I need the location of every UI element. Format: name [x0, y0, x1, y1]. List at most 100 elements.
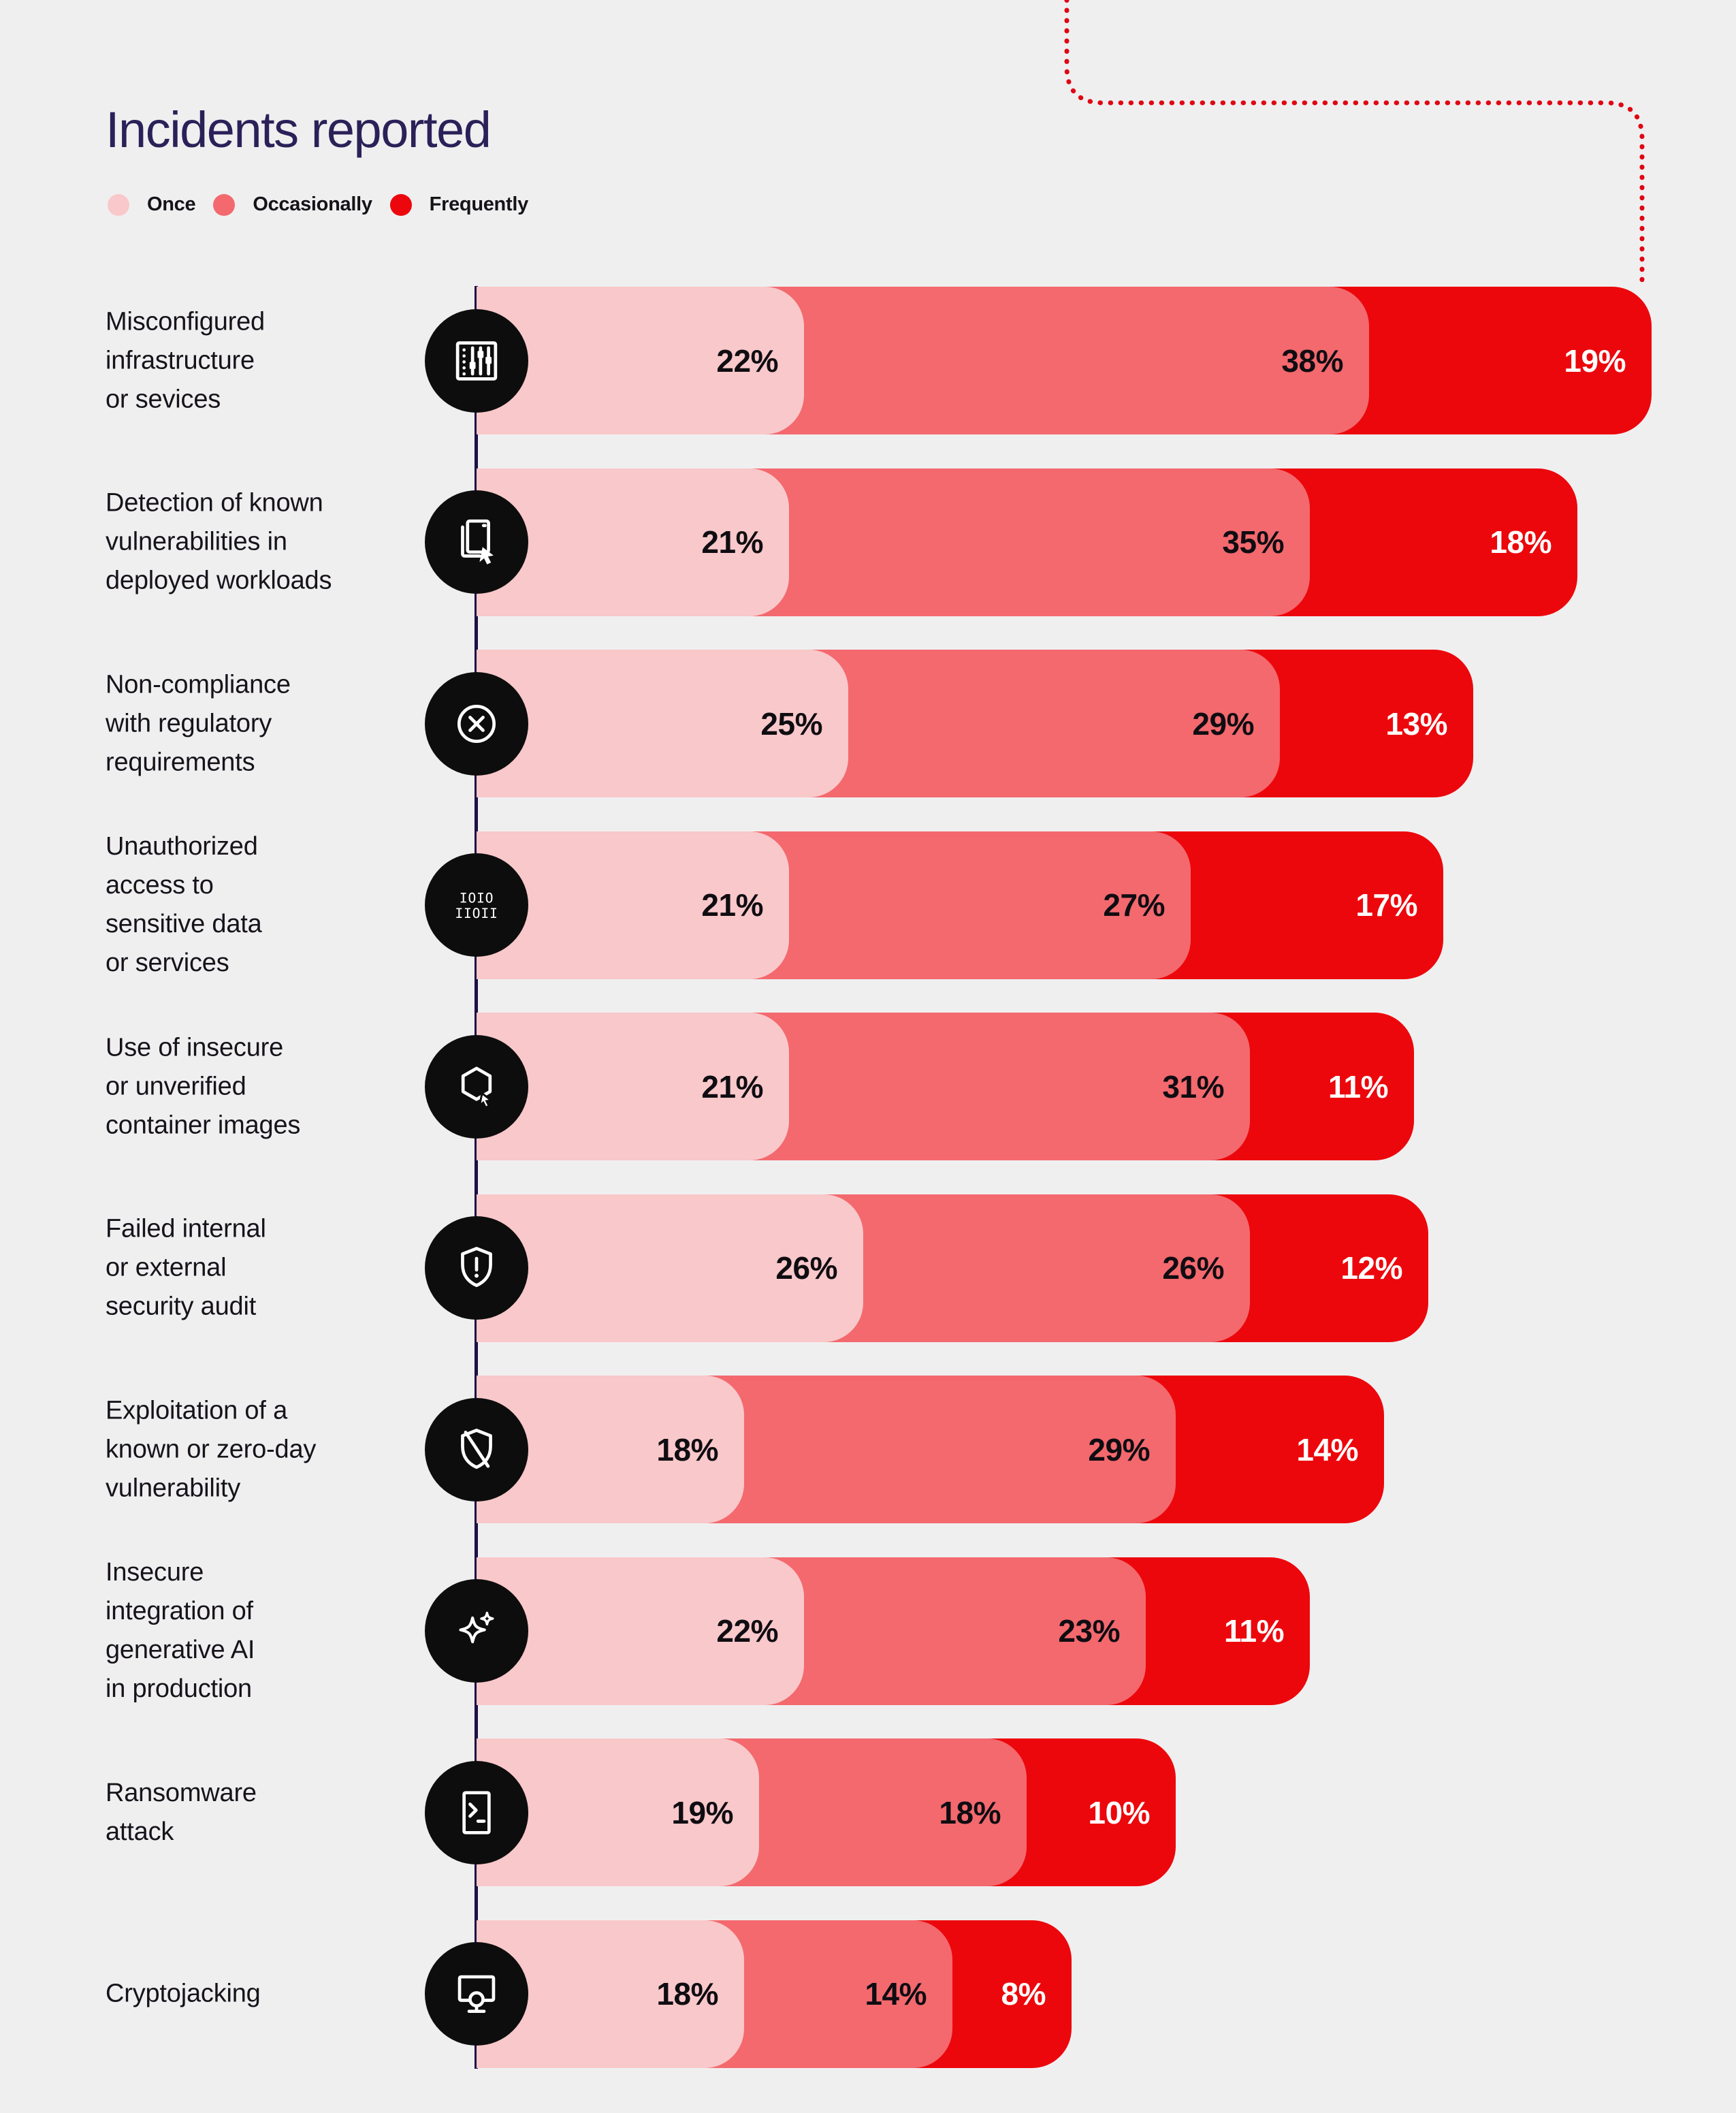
row-label: Ransomware attack	[106, 1774, 257, 1852]
chart-row: Ransomware attack 10% 18% 19%	[0, 1738, 1736, 1886]
row-label-line: Unauthorized	[106, 832, 258, 861]
sliders-icon	[425, 308, 528, 413]
row-label-line: access to	[106, 871, 214, 900]
legend-swatch-frequently	[389, 193, 412, 216]
chart-row: Use of insecure or unverified container im…	[0, 1013, 1736, 1160]
row-label-line: container images	[106, 1111, 301, 1139]
segment-value-label: 18%	[656, 1976, 718, 2012]
row-label-line: or unverified	[106, 1072, 246, 1100]
page-title: Incidents reported	[106, 101, 492, 158]
row-label-line: Non-compliance	[106, 670, 291, 699]
segment-value-label: 38%	[1281, 343, 1343, 379]
row-label: Failed internal or external security audit	[106, 1210, 266, 1326]
row-label-line: Insecure	[106, 1558, 204, 1587]
chart-row: Unauthorized access to sensitive data or se…	[0, 831, 1736, 979]
row-label-line: infrastructure	[106, 346, 255, 375]
segment-value-label: 14%	[865, 1976, 927, 2012]
segment-value-label: 29%	[1088, 1431, 1150, 1467]
row-label-line: or external	[106, 1253, 227, 1282]
row-label-line: Use of insecure	[106, 1033, 284, 1062]
bar-segment-once: 21%	[477, 1013, 789, 1160]
shield-slash-icon	[425, 1397, 528, 1502]
axis-line	[475, 286, 478, 2069]
legend-item-occasionally: Occasionally	[213, 193, 372, 216]
row-label-line: Exploitation of a	[106, 1396, 287, 1425]
row-label-line: with regulatory	[106, 709, 272, 737]
segment-value-label: 18%	[1490, 524, 1552, 560]
segment-value-label: 14%	[1296, 1431, 1358, 1467]
row-label-line: integration of	[106, 1597, 253, 1625]
sparkles-icon	[425, 1579, 528, 1683]
bar-segment-once: 22%	[477, 1557, 804, 1705]
bar-segment-once: 21%	[477, 468, 789, 616]
row-label-line: deployed workloads	[106, 566, 332, 595]
row-label-line: sensitive data	[106, 910, 262, 938]
chart-row: Failed internal or external security audit…	[0, 1194, 1736, 1342]
row-label-line: Ransomware	[106, 1778, 257, 1807]
row-label: Unauthorized access to sensitive data or se…	[106, 827, 262, 983]
segment-value-label: 19%	[671, 1794, 733, 1830]
segment-value-label: 18%	[656, 1431, 718, 1467]
segment-value-label: 11%	[1223, 1613, 1285, 1649]
segment-value-label: 29%	[1192, 705, 1254, 742]
row-label-line: Failed internal	[106, 1214, 266, 1243]
svg-text:IOIO: IOIO	[460, 890, 494, 906]
legend: Once Occasionally Frequently	[108, 193, 528, 216]
chart-row: Insecure integration of generative AI in pr…	[0, 1557, 1736, 1705]
segment-value-label: 13%	[1385, 705, 1447, 742]
row-label-line: vulnerability	[106, 1474, 241, 1502]
binary-code-icon: IOIO IIOII	[425, 853, 528, 957]
container-hexagon-icon	[425, 1034, 528, 1139]
row-label-line: Cryptojacking	[106, 1979, 261, 2008]
row-label-line: in production	[106, 1674, 252, 1703]
bar-segment-once: 22%	[477, 287, 804, 434]
row-label-line: attack	[106, 1817, 174, 1846]
legend-item-frequently: Frequently	[389, 193, 529, 216]
segment-value-label: 17%	[1355, 887, 1417, 923]
segment-value-label: 21%	[701, 524, 763, 560]
row-label-line: Detection of known	[106, 488, 323, 518]
segment-value-label: 22%	[716, 1613, 778, 1649]
segment-value-label: 22%	[716, 343, 778, 379]
bar-segment-once: 21%	[477, 831, 789, 979]
monitor-coin-icon	[425, 1942, 528, 2046]
segment-value-label: 27%	[1103, 887, 1165, 923]
segment-value-label: 12%	[1340, 1250, 1402, 1286]
row-label: Non-compliance with regulatory requirement…	[106, 665, 291, 782]
row-label: Detection of known vulnerabilities in depl…	[106, 484, 332, 601]
layered-documents-icon	[425, 490, 528, 594]
segment-value-label: 11%	[1328, 1068, 1389, 1105]
segment-value-label: 21%	[701, 887, 763, 923]
bar-segment-once: 26%	[477, 1194, 863, 1342]
segment-value-label: 10%	[1088, 1794, 1150, 1830]
row-label-line: vulnerabilities in	[106, 527, 287, 556]
row-label-line: generative AI	[106, 1636, 255, 1664]
segment-value-label: 31%	[1162, 1068, 1224, 1105]
legend-swatch-occasionally	[213, 193, 236, 216]
row-label: Cryptojacking	[106, 1975, 261, 2014]
segment-value-label: 26%	[1162, 1250, 1224, 1286]
terminal-icon	[425, 1760, 528, 1864]
row-label-line: or services	[106, 949, 229, 977]
row-label: Misconfigured infrastructure or sevices	[106, 302, 265, 419]
row-label: Insecure integration of generative AI in pr…	[106, 1553, 255, 1709]
legend-item-once: Once	[108, 193, 196, 216]
row-label-line: or sevices	[106, 385, 221, 413]
legend-label: Occasionally	[253, 193, 372, 215]
shield-alert-icon	[425, 1216, 528, 1320]
chart-row: Non-compliance with regulatory requirement…	[0, 650, 1736, 797]
row-label-line: security audit	[106, 1292, 257, 1321]
x-circle-icon	[425, 671, 528, 776]
legend-label: Frequently	[429, 193, 529, 215]
bar-segment-once: 25%	[477, 650, 848, 797]
row-label-line: Misconfigured	[106, 307, 265, 336]
segment-value-label: 35%	[1222, 524, 1284, 560]
legend-swatch-once	[108, 193, 129, 216]
segment-value-label: 21%	[701, 1068, 763, 1105]
row-label-line: known or zero-day	[106, 1435, 317, 1463]
chart-row: Exploitation of a known or zero-day vulner…	[0, 1376, 1736, 1523]
segment-value-label: 25%	[760, 705, 822, 742]
chart-row: Cryptojacking 8% 14% 18%	[0, 1920, 1736, 2068]
legend-label: Once	[147, 193, 196, 215]
